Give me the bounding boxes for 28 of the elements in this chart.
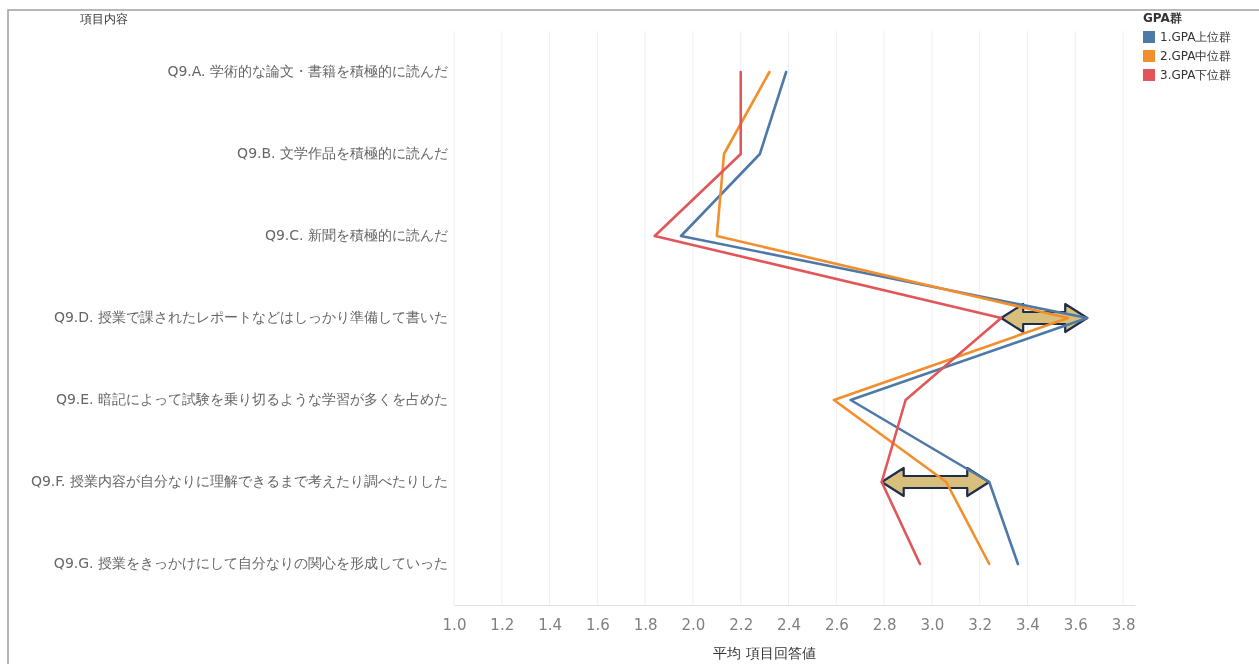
x-tick-label: 1.0 [442, 615, 467, 634]
legend-label: 3.GPA下位群 [1160, 68, 1232, 82]
x-tick-label: 2.0 [681, 615, 706, 634]
y-axis-title: 項目内容 [79, 12, 128, 26]
x-tick-label: 3.4 [1016, 615, 1040, 634]
y-tick-label: Q9.D. 授業で課されたレポートなどはしっかり準備して書いた [53, 309, 448, 326]
x-tick-label: 2.6 [824, 615, 849, 634]
x-tick-label: 2.4 [777, 615, 801, 634]
x-tick-label: 3.2 [968, 615, 993, 634]
y-tick-label: Q9.F. 授業内容が自分なりに理解できるまで考えたり調べたりした [30, 473, 448, 490]
x-tick-label: 1.2 [490, 615, 515, 634]
x-tick-label: 3.6 [1063, 615, 1088, 634]
y-tick-label: Q9.E. 暗記によって試験を乗り切るような学習が多くを占めた [55, 391, 448, 408]
y-tick-label: Q9.A. 学術的な論文・書籍を積極的に読んだ [167, 63, 448, 80]
x-tick-label: 3.8 [1111, 615, 1136, 634]
legend-label: 2.GPA中位群 [1160, 49, 1232, 63]
x-tick-label: 3.0 [920, 615, 945, 634]
x-tick-label: 1.8 [633, 615, 658, 634]
y-tick-label: Q9.C. 新聞を積極的に読んだ [264, 227, 448, 244]
x-tick-label: 2.8 [872, 615, 897, 634]
x-axis-title: 平均 項目回答値 [713, 645, 816, 661]
legend-label: 1.GPA上位群 [1160, 30, 1232, 44]
y-tick-label: Q9.G. 授業をきっかけにして自分なりの関心を形成していった [53, 555, 448, 572]
legend-title: GPA群 [1143, 11, 1182, 25]
x-tick-label: 2.2 [729, 615, 754, 634]
x-tick-label: 1.4 [538, 615, 563, 634]
y-tick-label: Q9.B. 文学作品を積極的に読んだ [237, 145, 448, 162]
x-tick-label: 1.6 [585, 615, 610, 634]
